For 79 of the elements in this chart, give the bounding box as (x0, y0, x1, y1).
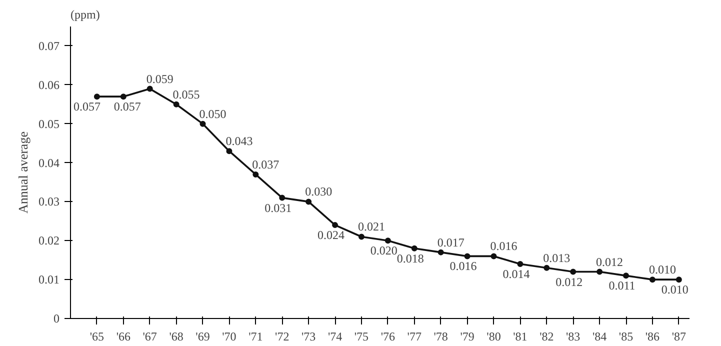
text: 0.043 (226, 134, 253, 148)
x-tick-label: '87 (672, 330, 686, 344)
text: 0.012 (596, 254, 624, 269)
text: 0.057 (114, 100, 141, 114)
x-tick-label: '82 (540, 330, 554, 344)
x-tick-label: '81 (513, 330, 528, 344)
x-tick-label: '67 (142, 330, 157, 344)
x-tick-label: '72 (275, 330, 290, 344)
point (332, 222, 338, 228)
x-tick-label: '74 (328, 330, 342, 344)
text: 0.010 (648, 262, 676, 277)
x-tick-label: '66 (116, 330, 130, 344)
x-tick-label: '85 (618, 330, 634, 344)
point (517, 261, 524, 267)
point (623, 272, 630, 279)
text: 0.016 (450, 259, 477, 274)
point (173, 101, 180, 108)
point (649, 276, 656, 283)
point (384, 238, 391, 244)
y-tick-label: 0.04 (38, 156, 60, 170)
point (596, 268, 603, 275)
x-tick-label: '76 (380, 330, 396, 344)
text: 0.057 (73, 100, 100, 114)
x-tick-label: '78 (434, 330, 448, 344)
x-tick-label: '73 (301, 330, 316, 344)
y-tick-label: 0.02 (38, 234, 60, 248)
y-tick-label: 0 (54, 312, 60, 326)
y-tick-label: 0.07 (38, 38, 60, 53)
x-tick-label: '75 (354, 330, 369, 344)
x-tick-label: '86 (645, 330, 660, 344)
x-tick-label: '79 (460, 330, 474, 344)
text: 0.059 (146, 72, 174, 86)
text: 0.050 (199, 106, 226, 121)
text: 0.018 (396, 251, 424, 266)
text: 0.021 (358, 220, 385, 234)
x-tick-label: '68 (169, 330, 184, 344)
text: 0.030 (305, 184, 332, 199)
text: 0.037 (252, 157, 280, 172)
text: 0.055 (172, 87, 200, 102)
point (252, 171, 259, 178)
point (306, 198, 312, 205)
x-tick-label: '65 (90, 330, 104, 344)
text: 0.012 (556, 274, 583, 289)
x-tick-label: '77 (407, 330, 422, 344)
y-tick-label: 0.03 (38, 194, 60, 209)
point (490, 253, 497, 260)
point (544, 264, 550, 271)
point (200, 120, 206, 127)
text: 0.013 (543, 250, 570, 265)
point (464, 253, 470, 260)
text: 0.020 (370, 244, 398, 258)
point (438, 249, 444, 256)
point (570, 268, 576, 275)
y-tick-label: 0.05 (38, 116, 60, 131)
text: 0.010 (661, 282, 688, 297)
point (120, 94, 126, 100)
text: 0.024 (318, 228, 345, 242)
y-tick-label: 0.01 (38, 272, 60, 287)
x-tick-label: '83 (566, 330, 580, 344)
text: 0.016 (490, 239, 518, 254)
text: (ppm) (70, 8, 100, 22)
point (226, 148, 232, 154)
point (94, 94, 100, 100)
x-tick-label: '80 (486, 330, 501, 344)
text: 0.014 (502, 266, 530, 281)
text: 0.011 (608, 278, 636, 293)
text: 0.031 (264, 200, 292, 215)
x-tick-label: '69 (196, 330, 210, 344)
x-tick-label: '71 (248, 330, 263, 344)
point (411, 245, 418, 252)
point (676, 276, 682, 283)
x-tick-label: '70 (222, 330, 236, 344)
y-axis-title: Annual average (16, 131, 30, 214)
point (146, 86, 153, 92)
y-tick-label: 0.06 (38, 78, 60, 92)
point (358, 234, 364, 240)
text: 0.017 (437, 235, 464, 250)
x-tick-label: '84 (592, 330, 607, 344)
point (279, 194, 286, 201)
